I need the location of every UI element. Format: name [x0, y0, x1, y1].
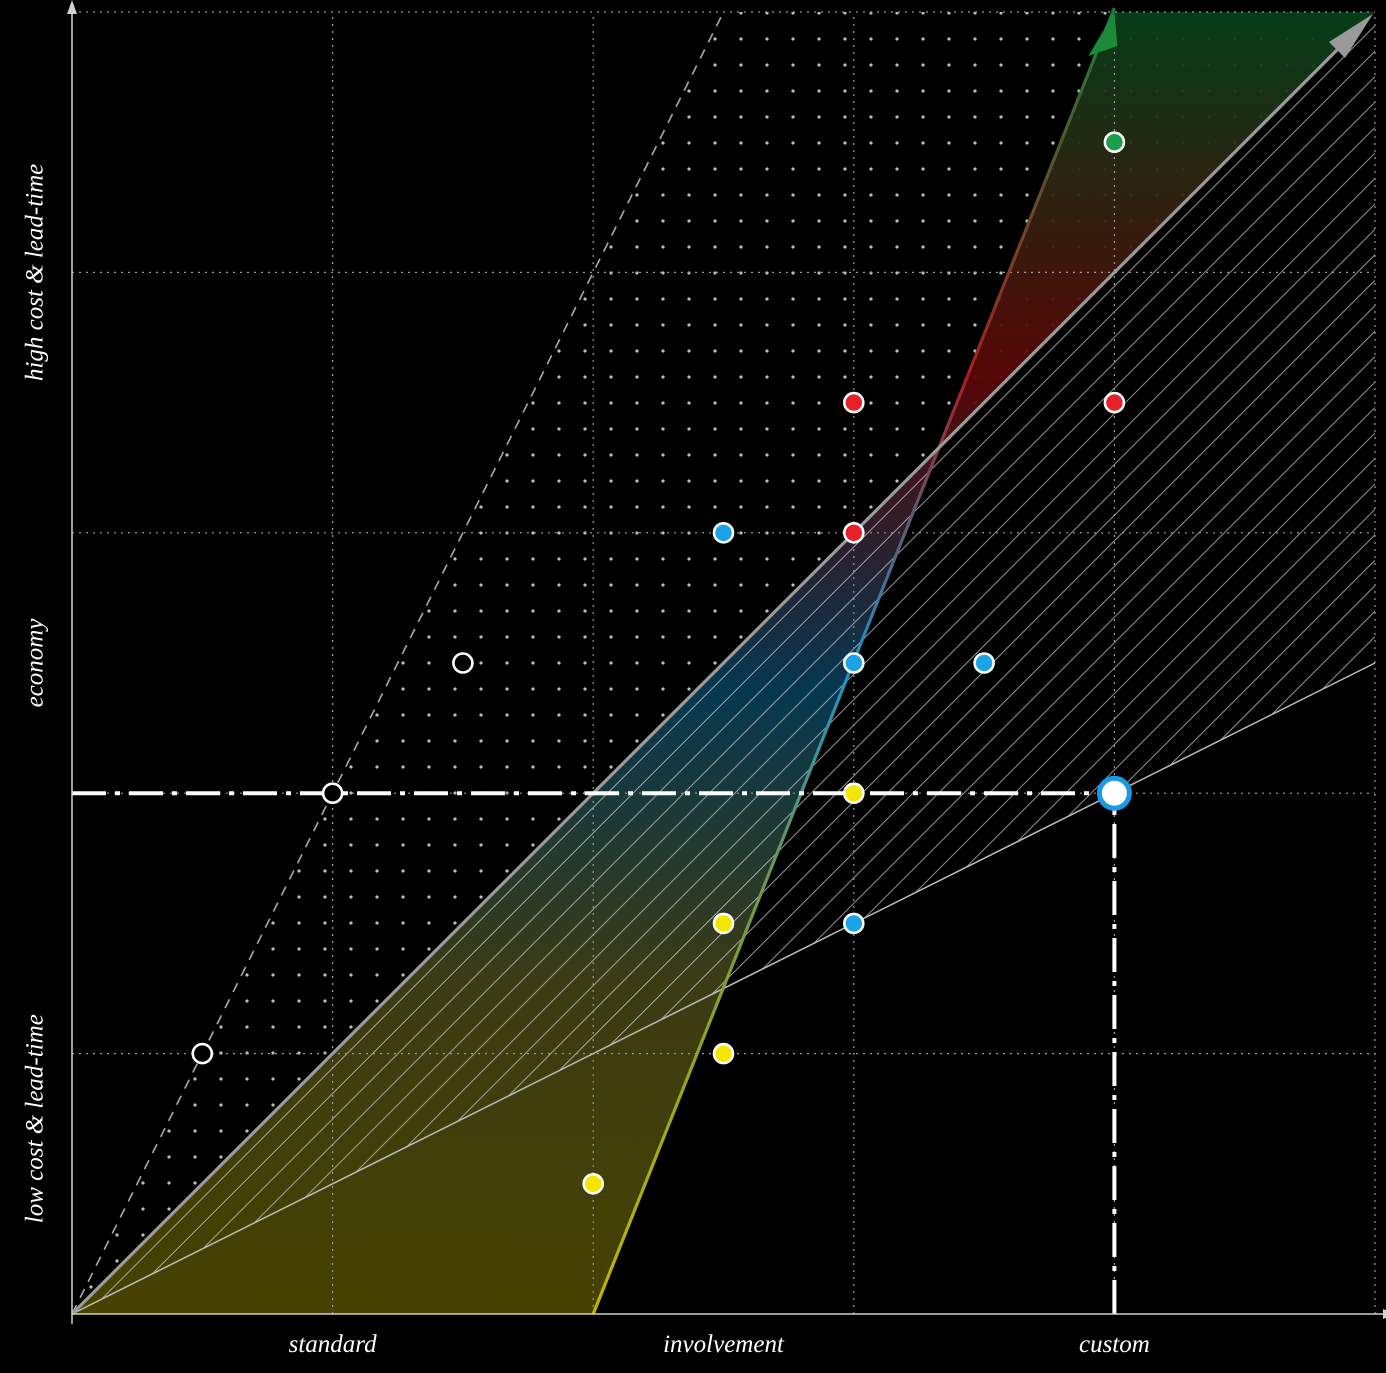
data-point: [842, 391, 865, 414]
data-point: [842, 912, 865, 935]
data-point: [712, 521, 735, 544]
arrow-head-gray: [1329, 14, 1373, 58]
y-axis-arrow: [67, 0, 77, 14]
arrow-line-gray: [70, 20, 1367, 1316]
data-point: [321, 782, 344, 805]
arrow-head-green: [1088, 12, 1118, 56]
data-point: [842, 652, 865, 674]
reference-point: [1096, 775, 1132, 811]
data-point: [452, 652, 474, 674]
data-point: [973, 652, 995, 674]
data-point: [842, 782, 865, 805]
y-tick-label: low cost & lead-time: [22, 1014, 49, 1223]
data-point: [1103, 391, 1126, 414]
data-point: [191, 1042, 214, 1065]
data-point: [712, 1042, 735, 1065]
points-layer: [191, 131, 1132, 1195]
y-tick-label: economy: [22, 618, 49, 708]
data-point: [712, 912, 735, 935]
data-point: [582, 1173, 605, 1195]
x-tick-label: custom: [1079, 1331, 1150, 1358]
labels-layer: standard involvement custom low cost & lead…: [22, 164, 1150, 1358]
axes-layer: [67, 0, 1386, 1324]
y-tick-label: high cost & lead-time: [22, 164, 49, 381]
x-tick-label: involvement: [663, 1331, 785, 1358]
dashed-line: [71, 11, 725, 1315]
x-axis-arrow: [1383, 1309, 1386, 1319]
data-point: [1103, 131, 1126, 153]
line-layer: [70, 7, 1373, 1316]
x-tick-label: standard: [289, 1331, 377, 1358]
data-point: [842, 521, 865, 544]
